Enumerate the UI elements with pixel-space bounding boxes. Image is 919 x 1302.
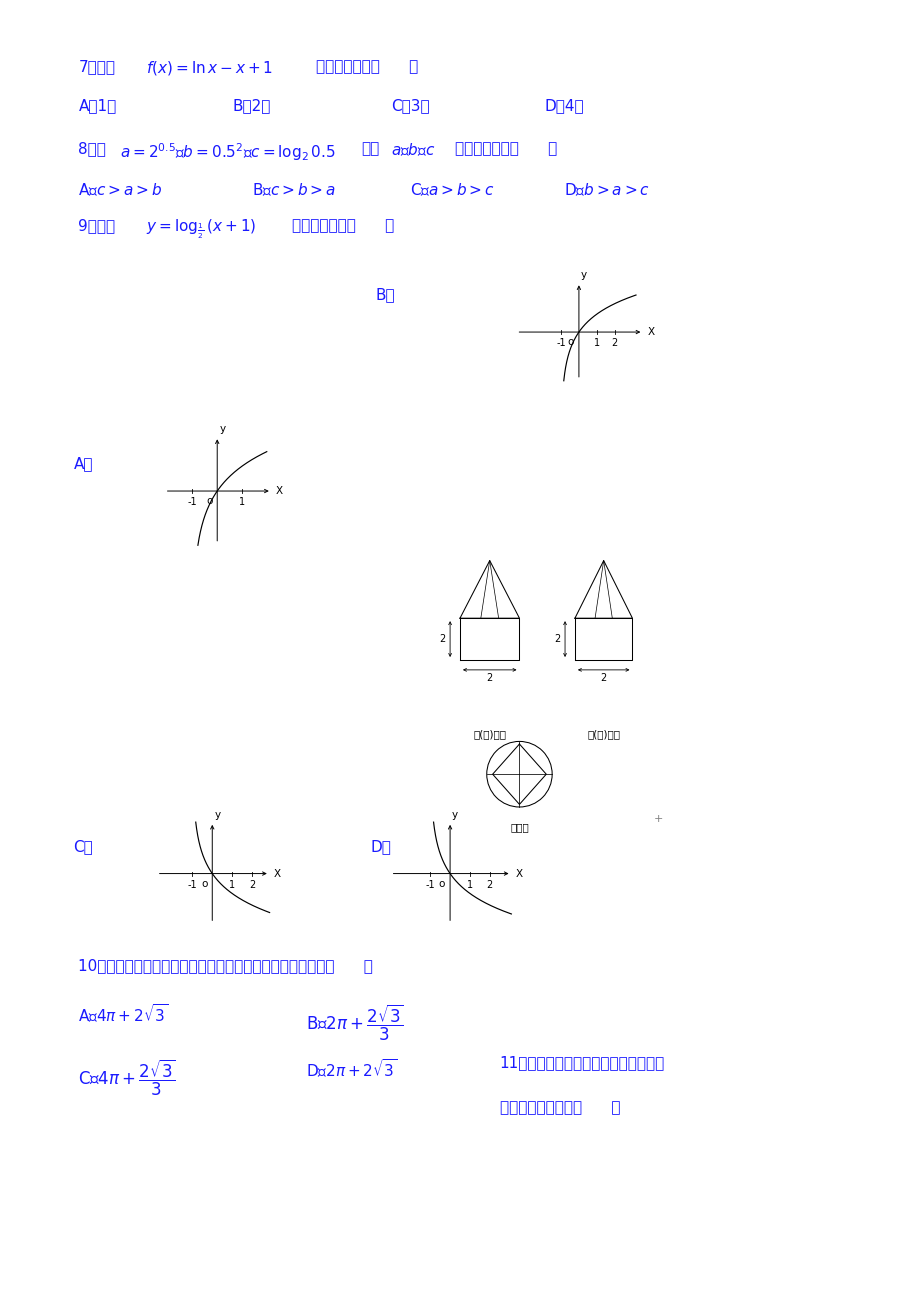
Text: $f(x)=\ln x-x+1$: $f(x)=\ln x-x+1$ — [146, 59, 273, 77]
Text: X: X — [647, 327, 653, 337]
Text: 2: 2 — [600, 673, 607, 682]
Text: D．$2\pi+2\sqrt{3}$: D．$2\pi+2\sqrt{3}$ — [306, 1057, 398, 1081]
Text: A．$4\pi+2\sqrt{3}$: A．$4\pi+2\sqrt{3}$ — [78, 1003, 168, 1026]
Text: B．$c>b>a$: B．$c>b>a$ — [252, 181, 335, 198]
Text: o: o — [567, 337, 573, 348]
Text: 8．设: 8．设 — [78, 142, 107, 156]
Text: y: y — [451, 810, 458, 820]
Text: o: o — [200, 879, 207, 888]
Text: X: X — [276, 486, 282, 496]
Text: A．$c>a>b$: A．$c>a>b$ — [78, 181, 163, 198]
Text: 2: 2 — [486, 880, 493, 889]
Text: -1: -1 — [187, 880, 197, 889]
Text: 2: 2 — [248, 880, 255, 889]
Text: $a=2^{0.5}$，$b=0.5^2$，$c=\log_2 0.5$: $a=2^{0.5}$，$b=0.5^2$，$c=\log_2 0.5$ — [120, 142, 335, 163]
Text: y: y — [580, 271, 586, 280]
Text: ，则: ，则 — [360, 142, 379, 156]
Text: 的图象大致是（      ）: 的图象大致是（ ） — [291, 217, 393, 233]
Text: B．$2\pi+\dfrac{2\sqrt{3}}{3}$: B．$2\pi+\dfrac{2\sqrt{3}}{3}$ — [306, 1003, 403, 1043]
Text: 2: 2 — [553, 634, 560, 644]
Text: 1: 1 — [239, 497, 244, 506]
Text: A．: A． — [74, 456, 93, 471]
Text: X: X — [274, 868, 280, 879]
Text: 正(主)视图: 正(主)视图 — [472, 729, 505, 740]
Text: 1: 1 — [593, 339, 599, 348]
Text: $a$，$b$，$c$: $a$，$b$，$c$ — [391, 142, 435, 158]
Text: B．: B． — [375, 288, 395, 302]
Text: $y=\log_{\frac{1}{2}}(x+1)$: $y=\log_{\frac{1}{2}}(x+1)$ — [146, 217, 256, 241]
Text: 11．某四棱锥的三视图如图所示，则该: 11．某四棱锥的三视图如图所示，则该 — [499, 1056, 664, 1070]
Text: -1: -1 — [425, 880, 435, 889]
Text: o: o — [438, 879, 445, 888]
Text: D．: D． — [370, 838, 391, 854]
Text: 1: 1 — [466, 880, 472, 889]
Text: 俯视图: 俯视图 — [509, 822, 528, 832]
Text: 2: 2 — [438, 634, 445, 644]
Text: A．1个: A．1个 — [78, 99, 117, 113]
Text: 10．一空间几何体的三视图如图所示，则该几何体的体积为（      ）: 10．一空间几何体的三视图如图所示，则该几何体的体积为（ ） — [78, 958, 373, 973]
Text: 的大小关系为（      ）: 的大小关系为（ ） — [455, 142, 557, 156]
Text: 的零点个数是（      ）: 的零点个数是（ ） — [316, 59, 418, 74]
Text: 7．函数: 7．函数 — [78, 59, 116, 74]
Text: 2: 2 — [486, 673, 493, 682]
Text: 侧(左)视图: 侧(左)视图 — [586, 729, 619, 740]
Text: -1: -1 — [187, 497, 197, 506]
Text: C．$4\pi+\dfrac{2\sqrt{3}}{3}$: C．$4\pi+\dfrac{2\sqrt{3}}{3}$ — [78, 1057, 176, 1098]
Text: X: X — [515, 868, 522, 879]
Text: 1: 1 — [229, 880, 235, 889]
Text: 四棱锥的侧面积是（      ）: 四棱锥的侧面积是（ ） — [499, 1100, 619, 1115]
Text: y: y — [219, 424, 225, 435]
Text: C．3个: C．3个 — [391, 99, 429, 113]
Text: o: o — [206, 496, 212, 506]
Text: B．2个: B．2个 — [232, 99, 270, 113]
Text: C．$a>b>c$: C．$a>b>c$ — [410, 181, 494, 198]
Text: y: y — [214, 810, 221, 820]
Text: 2: 2 — [611, 339, 617, 348]
Text: D．4个: D．4个 — [544, 99, 584, 113]
Text: -1: -1 — [556, 339, 565, 348]
Text: 9．函数: 9．函数 — [78, 217, 116, 233]
Text: D．$b>a>c$: D．$b>a>c$ — [563, 181, 650, 198]
Text: +: + — [652, 814, 663, 824]
Text: C．: C． — [74, 838, 93, 854]
